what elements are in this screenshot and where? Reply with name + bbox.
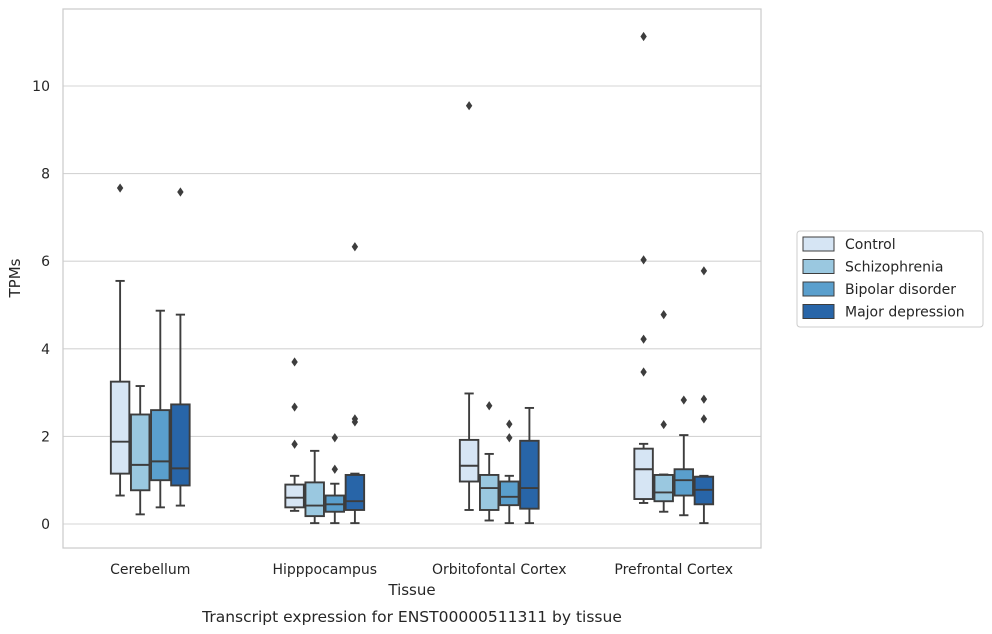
box-iqr [150, 409, 171, 482]
y-tick-label: 8 [41, 167, 50, 183]
box [324, 433, 345, 525]
legend-swatch [802, 281, 835, 297]
y-tick-label: 0 [41, 517, 50, 533]
box [633, 31, 654, 504]
box-iqr [304, 481, 325, 518]
outlier-point [660, 419, 667, 430]
x-tick-label: Cerebellum [110, 562, 190, 578]
outlier-point [331, 464, 338, 474]
legend-frame [796, 230, 984, 328]
box [479, 401, 500, 522]
outlier-point [640, 255, 647, 265]
legend-label: Schizophrenia [845, 260, 943, 276]
legend-item: Major depression [802, 304, 965, 321]
box-iqr [284, 483, 305, 509]
box-iqr [673, 468, 694, 497]
outlier-point [640, 367, 647, 377]
legend: Control Schizophrenia Bipolar disorder Majo… [796, 230, 984, 328]
box [499, 419, 520, 525]
legend-swatch [802, 236, 835, 252]
y-axis-label: TPMs [6, 258, 24, 298]
outlier-point [351, 242, 359, 252]
legend-item: Bipolar disorder [802, 281, 956, 298]
box [693, 266, 715, 525]
box [150, 309, 171, 509]
outlier-point [291, 402, 298, 412]
y-tick-label: 6 [41, 254, 50, 270]
legend-item: Schizophrenia [802, 259, 943, 276]
legend-label: Bipolar disorder [845, 282, 956, 298]
series-control [109, 31, 654, 512]
plot-area-frame [62, 8, 762, 549]
outlier-point [700, 266, 708, 276]
outlier-point [291, 439, 298, 449]
y-tick-label: 4 [41, 342, 50, 358]
box [170, 187, 191, 507]
outlier-point [331, 433, 338, 443]
chart-caption: Transcript expression for ENST0000051131… [201, 608, 622, 626]
box-iqr [479, 473, 500, 511]
outlier-point [291, 357, 298, 367]
outlier-point [700, 394, 708, 404]
box [653, 310, 674, 513]
box-iqr [109, 380, 131, 475]
legend-swatch [802, 304, 835, 319]
series-bipolar-disorder [150, 309, 694, 525]
legend-label: Major depression [845, 305, 965, 321]
y-tick-label: 2 [41, 429, 50, 445]
box-iqr [519, 439, 540, 510]
y-tick-label: 10 [32, 79, 50, 95]
x-tick-label: Hipppocampus [272, 562, 377, 578]
box [458, 101, 480, 511]
box-series [109, 31, 715, 525]
outlier-point [116, 183, 124, 193]
series-schizophrenia [129, 310, 674, 525]
box [673, 395, 694, 517]
outlier-point [640, 31, 647, 42]
box [129, 385, 151, 516]
x-tick-label: Prefrontal Cortex [614, 562, 733, 578]
box-iqr [129, 413, 151, 492]
legend-item: Control [802, 236, 896, 253]
legend-swatch [802, 259, 835, 274]
box [109, 183, 131, 497]
x-axis-ticks: Cerebellum Hipppocampus Orbitofontal Corte… [110, 562, 733, 578]
legend-label: Control [845, 237, 896, 253]
box-iqr [170, 403, 191, 487]
box [284, 357, 305, 512]
outlier-point [351, 414, 359, 424]
outlier-point [465, 101, 473, 111]
box-iqr [653, 473, 674, 503]
outlier-point [177, 187, 184, 197]
outlier-point [640, 334, 647, 344]
y-axis-ticks: 0 2 4 6 8 10 [32, 79, 50, 533]
box-iqr [499, 480, 520, 507]
box-iqr [633, 447, 654, 500]
outlier-point [486, 401, 493, 411]
outlier-point [700, 414, 708, 424]
box-iqr [458, 438, 480, 483]
box [304, 449, 325, 525]
outlier-point [506, 419, 513, 429]
outlier-point [506, 433, 513, 443]
box [344, 242, 366, 525]
series-major-depression [170, 187, 715, 525]
outlier-point [660, 310, 667, 320]
x-tick-label: Orbitofontal Cortex [432, 562, 567, 578]
box [519, 406, 540, 525]
box-iqr [344, 473, 366, 511]
x-axis-label: Tissue [387, 581, 435, 599]
outlier-point [680, 395, 687, 405]
